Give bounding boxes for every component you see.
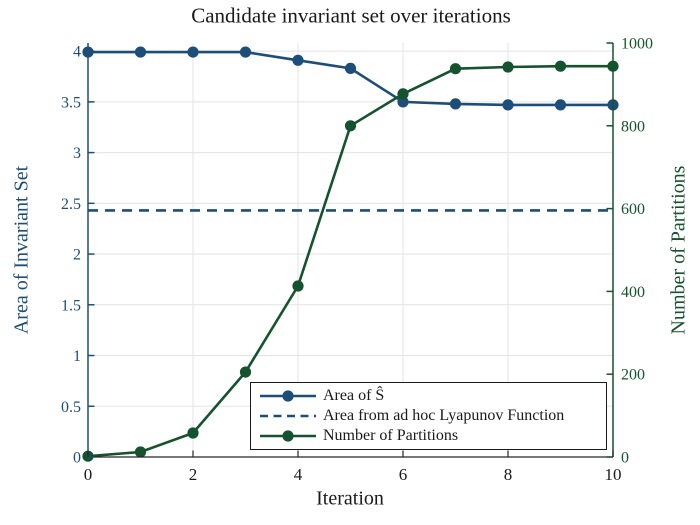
- data-point-marker: [239, 46, 252, 58]
- y-left-tick-label: 4: [73, 44, 81, 61]
- y-axis-label-left: Area of Invariant Set: [10, 165, 33, 335]
- y-right-tick-label: 400: [621, 284, 645, 301]
- y-right-tick-label: 0: [621, 450, 629, 467]
- x-tick-label: 10: [605, 465, 622, 484]
- y-right-tick-label: 1000: [621, 36, 653, 53]
- data-point-marker: [502, 99, 514, 111]
- data-point-marker: [397, 88, 409, 100]
- y-left-tick-label: 0: [73, 450, 81, 467]
- data-point-marker: [344, 62, 357, 74]
- data-point-marker: [449, 63, 462, 75]
- data-point-marker: [292, 280, 304, 292]
- data-point-marker: [554, 99, 567, 111]
- y-right-tick-label: 800: [621, 118, 645, 135]
- legend-sample-marker: [282, 390, 294, 402]
- tick-marks: [87, 42, 614, 458]
- x-tick-label: 8: [504, 465, 513, 484]
- x-tick-label: 6: [399, 465, 408, 484]
- series-line-0: [88, 50, 613, 107]
- data-point-marker: [187, 427, 199, 439]
- legend-item-partitions: Number of Partitions: [251, 426, 606, 446]
- legend-label: Area of Ŝ: [323, 387, 385, 404]
- series-0: [82, 46, 619, 111]
- axes-spines: [87, 43, 614, 458]
- y-right-tick-label: 200: [621, 367, 645, 384]
- legend-sample-solid-marker-line: [260, 390, 316, 402]
- data-point-marker: [397, 96, 409, 108]
- data-point-marker: [187, 46, 199, 58]
- data-point-marker: [344, 120, 357, 132]
- x-axis-label: Iteration: [316, 487, 384, 510]
- data-point-marker: [449, 98, 462, 110]
- legend-sample-dashed-line: [260, 414, 316, 418]
- data-point-marker: [554, 60, 567, 72]
- x-tick-label: 4: [294, 465, 303, 484]
- y-left-tick-label: 2.5: [61, 196, 81, 213]
- legend-label: Number of Partitions: [323, 427, 459, 444]
- x-tick-label: 2: [189, 465, 198, 484]
- legend: Area of Ŝ Area from ad hoc Lyapunov Func…: [250, 382, 607, 450]
- y-left-tick-label: 3: [73, 145, 81, 162]
- y-right-tick-label: 600: [621, 201, 645, 218]
- data-point-marker: [239, 366, 252, 378]
- data-point-marker: [134, 446, 147, 458]
- y-left-tick-label: 1: [73, 348, 81, 365]
- data-point-marker: [502, 61, 514, 73]
- y-left-tick-label: 1.5: [61, 297, 81, 314]
- y-axis-label-right: Number of Partitions: [667, 165, 690, 335]
- data-point-marker: [292, 54, 304, 66]
- y-left-tick-label: 2: [73, 247, 81, 264]
- y-left-tick-label: 0.5: [61, 399, 81, 416]
- legend-sample-marker: [282, 430, 294, 442]
- y-left-tick-label: 3.5: [61, 94, 81, 111]
- legend-label: Area from ad hoc Lyapunov Function: [323, 407, 565, 424]
- legend-item-area-s: Area of Ŝ: [251, 386, 606, 406]
- legend-sample-solid-marker-line: [260, 430, 316, 442]
- chart-title: Candidate invariant set over iterations: [191, 3, 511, 28]
- x-tick-label: 0: [84, 465, 93, 484]
- data-point-marker: [134, 46, 147, 58]
- tick-labels: 0 0.5 1 1.5 2 2.5 3 3.5 4 0 200 400 600 800 1000 0 2 4 6 8 1…: [61, 36, 653, 485]
- series-2: [82, 60, 619, 462]
- legend-item-adhoc-lyapunov: Area from ad hoc Lyapunov Function: [251, 406, 606, 426]
